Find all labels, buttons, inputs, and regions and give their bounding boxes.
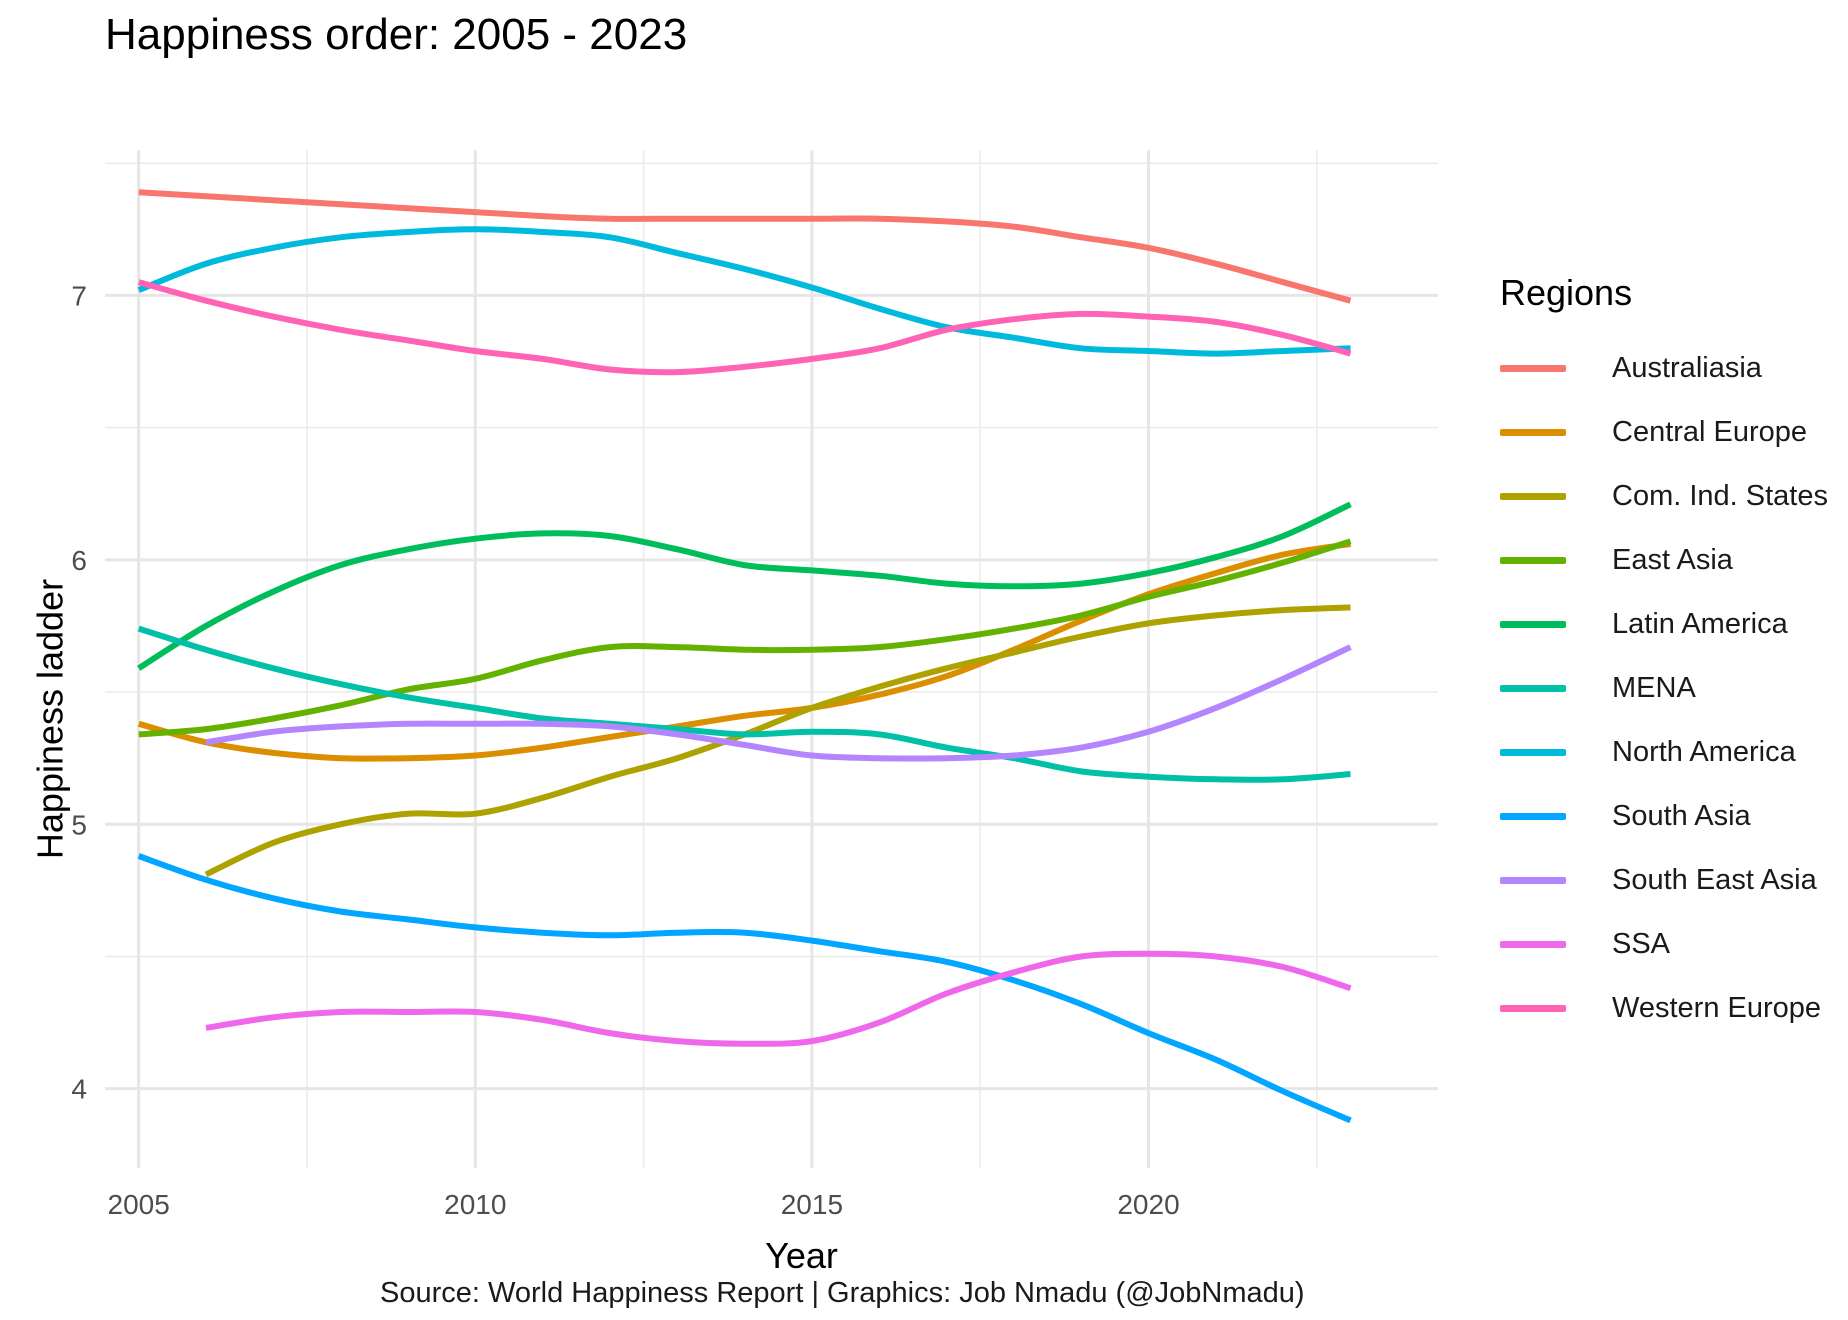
y-tick-labels: 4 5 6 7 — [71, 280, 87, 1104]
y-tick-label: 4 — [71, 1074, 87, 1105]
legend-label: Com. Ind. States — [1612, 479, 1828, 512]
major-gridlines — [105, 150, 1438, 1168]
series-line-south-asia — [137, 853, 1352, 1124]
legend-item-com-ind-states: Com. Ind. States — [1500, 464, 1828, 528]
legend-label: Australiasia — [1612, 351, 1762, 384]
legend-item-south-asia: South Asia — [1500, 784, 1828, 848]
series-line-south-east-asia — [205, 644, 1352, 762]
series-line-latin-america — [137, 501, 1352, 671]
legend-key-swatch — [1500, 556, 1566, 564]
legend-label: East Asia — [1612, 543, 1733, 576]
y-axis-title: Happiness ladder — [30, 579, 71, 859]
x-tick-labels: 2005 2010 2015 2020 — [108, 1189, 1180, 1220]
legend-item-south-east-asia: South East Asia — [1500, 848, 1828, 912]
legend-item-latin-america: Latin America — [1500, 592, 1828, 656]
legend-label: Western Europe — [1612, 991, 1822, 1024]
legend-label: Latin America — [1612, 607, 1788, 640]
legend-item-central-europe: Central Europe — [1500, 400, 1828, 464]
series-line-australiasia — [138, 189, 1352, 304]
y-tick-label: 6 — [71, 545, 87, 576]
legend-label: South Asia — [1612, 799, 1751, 832]
x-tick-label: 2015 — [781, 1189, 843, 1220]
legend-label: South East Asia — [1612, 863, 1817, 896]
legend: Australiasia Central Europe Com. Ind. Stat… — [1500, 336, 1828, 1040]
legend-key-swatch — [1500, 748, 1566, 756]
series-line-mena — [137, 625, 1351, 783]
legend-title: Regions — [1500, 272, 1633, 313]
series-line-ssa — [205, 950, 1352, 1047]
legend-key-swatch — [1500, 940, 1566, 948]
series-line-north-america — [137, 226, 1351, 357]
series-line-east-asia — [138, 538, 1352, 738]
legend-key-swatch — [1500, 492, 1566, 500]
legend-item-east-asia: East Asia — [1500, 528, 1828, 592]
series-line-western-europe — [137, 279, 1352, 376]
legend-key-swatch — [1500, 812, 1566, 820]
y-tick-label: 5 — [71, 809, 87, 840]
legend-item-australiasia: Australiasia — [1500, 336, 1828, 400]
legend-item-north-america: North America — [1500, 720, 1828, 784]
source-caption: Source: World Happiness Report | Graphic… — [380, 1277, 1305, 1309]
legend-key-swatch — [1500, 684, 1566, 692]
legend-key-swatch — [1500, 364, 1566, 372]
legend-item-mena: MENA — [1500, 656, 1828, 720]
series-line-com-ind-states — [204, 604, 1351, 878]
series-lines — [137, 189, 1352, 1124]
legend-item-ssa: SSA — [1500, 912, 1828, 976]
x-tick-label: 2010 — [444, 1189, 506, 1220]
legend-label: North America — [1612, 735, 1796, 768]
x-tick-label: 2020 — [1117, 1189, 1179, 1220]
y-tick-label: 7 — [71, 280, 87, 311]
x-tick-label: 2005 — [108, 1189, 170, 1220]
legend-key-swatch — [1500, 876, 1566, 884]
legend-label: Central Europe — [1612, 415, 1808, 448]
chart-title: Happiness order: 2005 - 2023 — [105, 10, 688, 59]
legend-label: SSA — [1612, 927, 1671, 960]
legend-label: MENA — [1612, 671, 1696, 704]
x-axis-title: Year — [765, 1235, 838, 1276]
legend-key-swatch — [1500, 428, 1566, 436]
legend-key-swatch — [1500, 620, 1566, 628]
legend-item-western-europe: Western Europe — [1500, 976, 1828, 1040]
legend-key-swatch — [1500, 1004, 1566, 1012]
